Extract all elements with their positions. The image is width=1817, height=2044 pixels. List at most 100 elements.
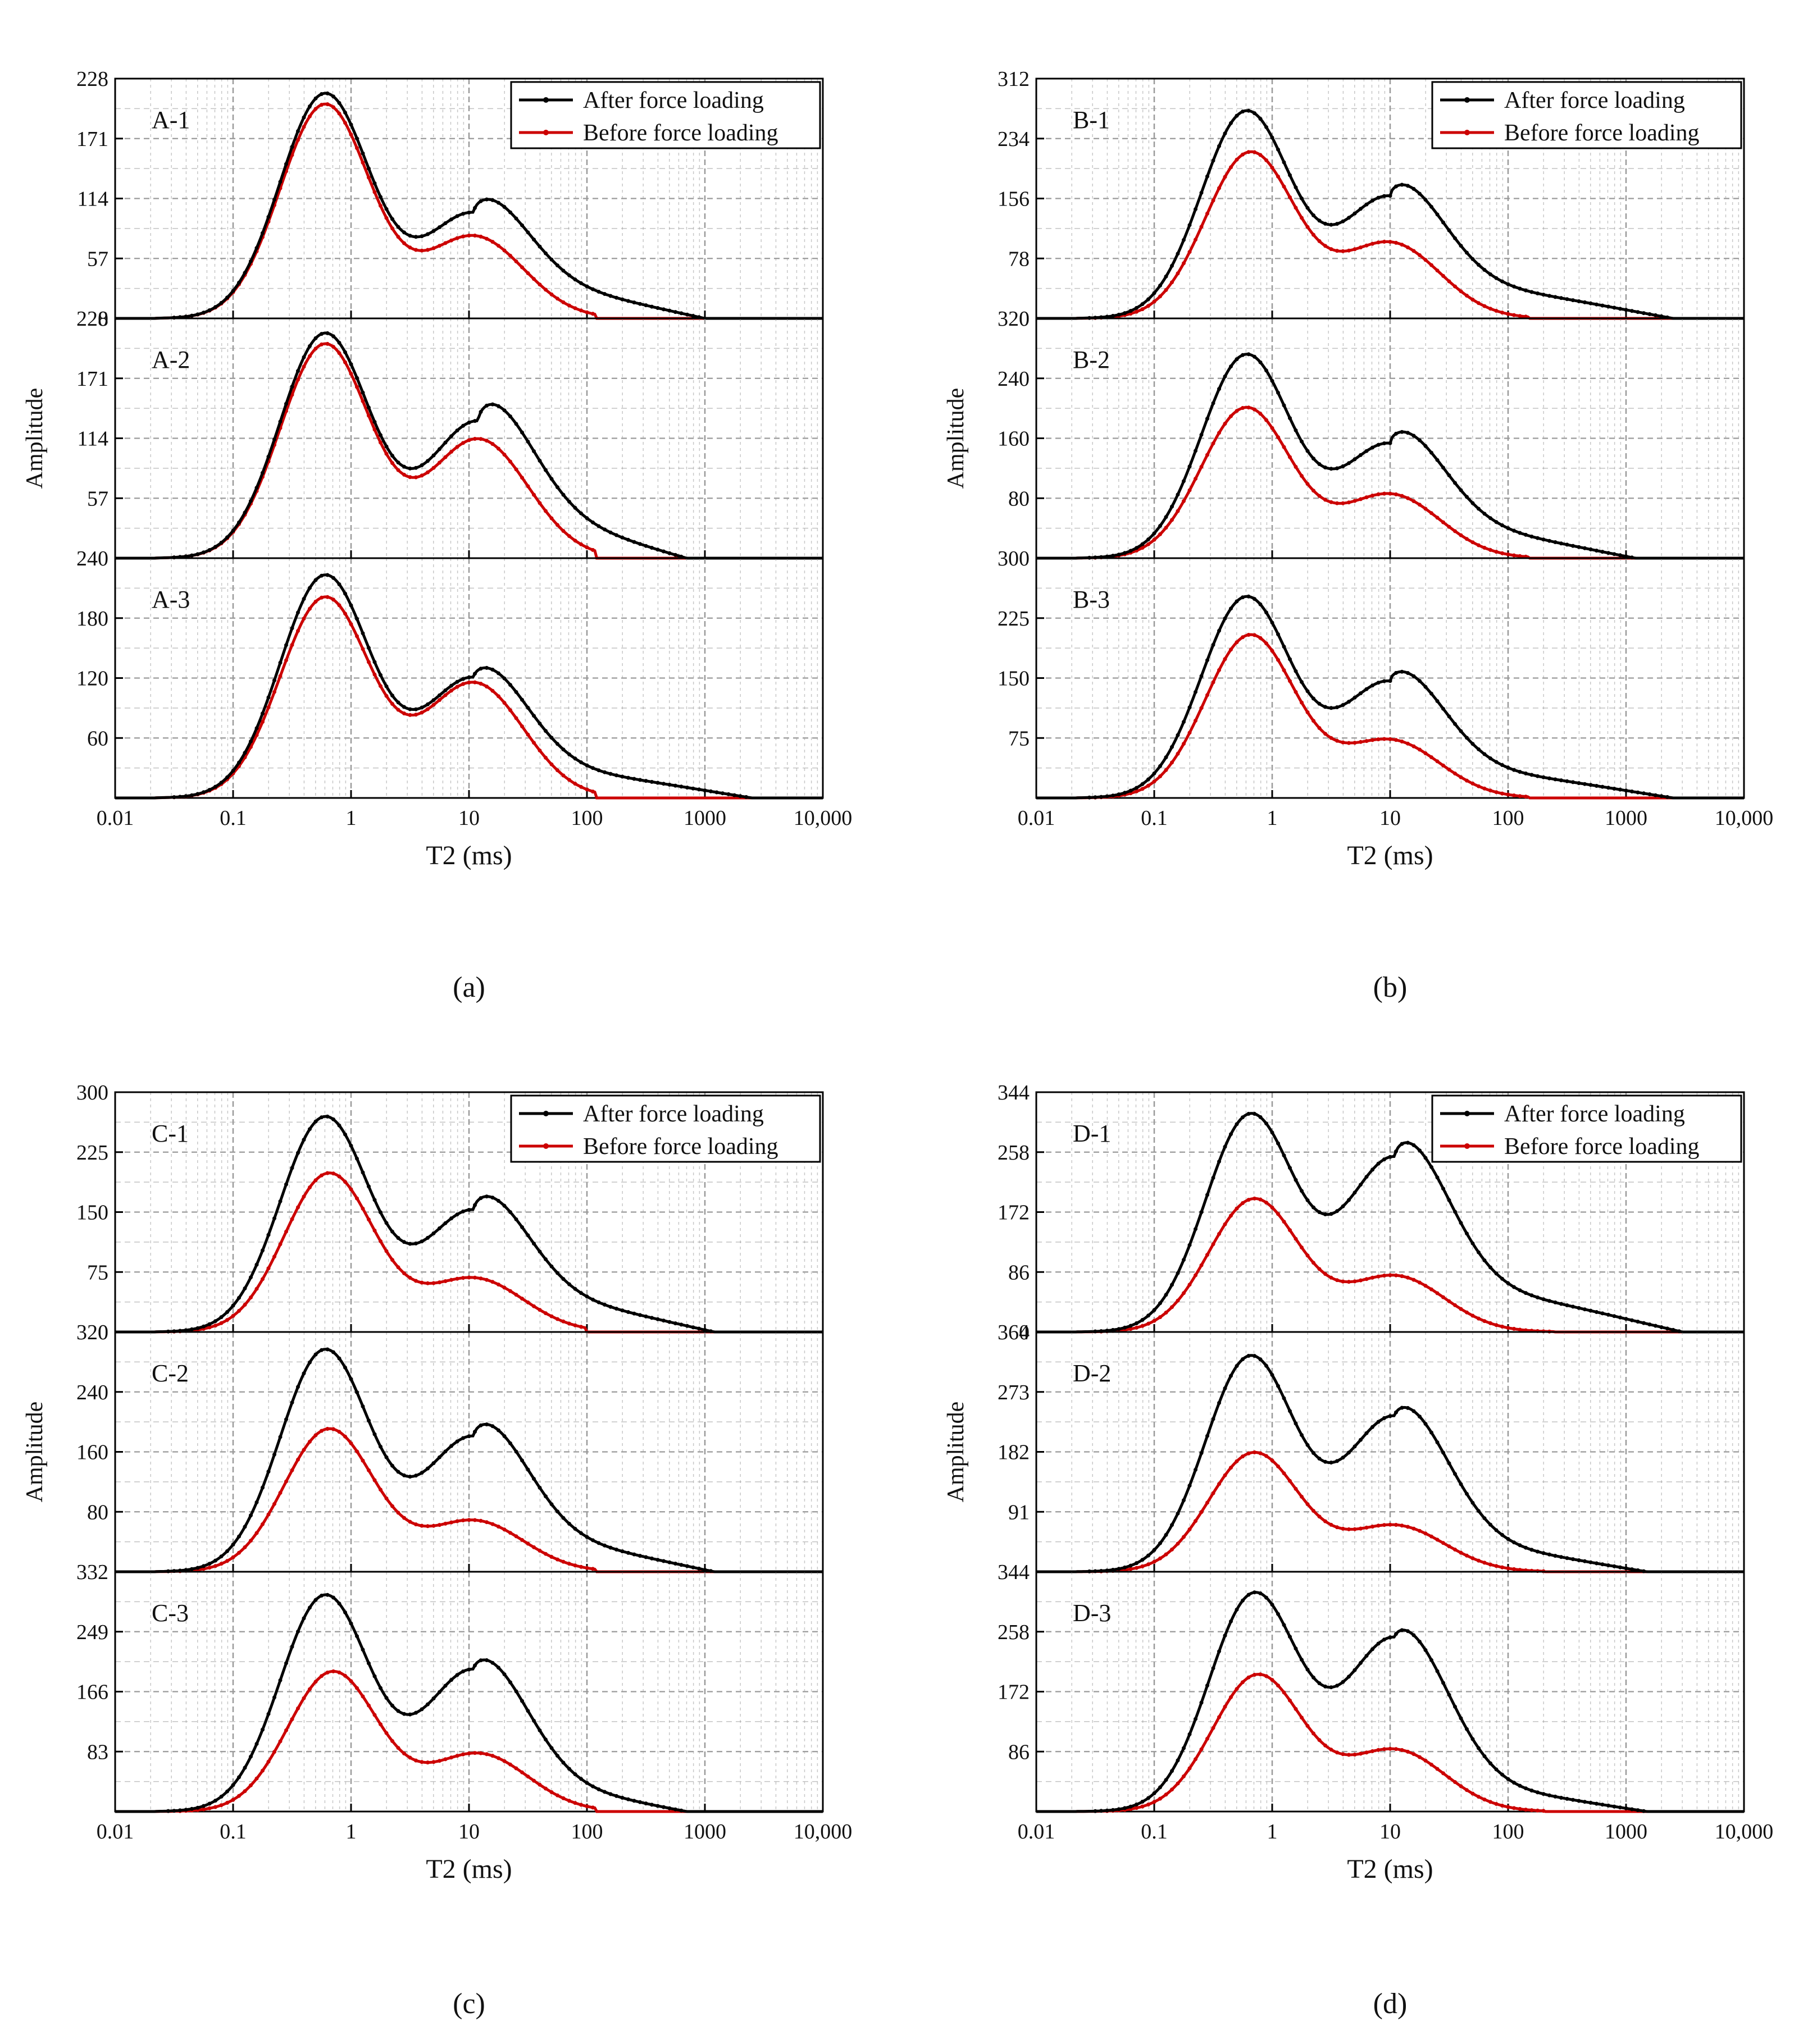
series-after-point (1624, 1566, 1628, 1571)
series-before-point (337, 1670, 341, 1675)
series-after-point (1388, 194, 1392, 198)
series-before-point (1158, 774, 1162, 778)
series-after-point (485, 197, 489, 202)
series-before-point (1229, 647, 1233, 652)
series-after-point (549, 257, 554, 262)
series-before-point (1270, 1458, 1274, 1463)
y-tick-label: 80 (1008, 487, 1030, 510)
series-before-point (207, 1325, 212, 1330)
series-after-point (325, 1347, 330, 1352)
series-after-point (1305, 1667, 1310, 1672)
series-after-point (1300, 439, 1304, 444)
series-after-point (1270, 135, 1274, 140)
series-after-point (679, 1563, 684, 1567)
y-tick-label: 225 (998, 607, 1030, 631)
series-before-point (461, 1752, 465, 1756)
series-before-point (508, 1531, 512, 1535)
series-after-point (1606, 1563, 1610, 1568)
series-before-point (1246, 1675, 1251, 1680)
series-before-point (1364, 1750, 1369, 1755)
subplot-label: D-2 (1073, 1359, 1111, 1387)
series-before-point (1311, 232, 1315, 237)
series-after-point (603, 1543, 607, 1548)
series-after-point (567, 1767, 571, 1771)
series-after-point (1435, 212, 1440, 217)
series-before-point (372, 672, 377, 677)
series-after-point (1577, 1558, 1581, 1562)
series-before-point (1270, 426, 1274, 430)
series-after-point (1229, 1374, 1233, 1378)
subplot-label: A-3 (152, 586, 190, 613)
series-after-point (290, 145, 294, 149)
series-before-point (219, 1562, 224, 1566)
series-after-point (1630, 790, 1634, 793)
series-after-point (1488, 516, 1492, 521)
series-after-point (372, 660, 377, 664)
series-after-point (591, 287, 595, 291)
series-after-point (1158, 764, 1162, 768)
series-after-point (207, 1801, 212, 1806)
series-after-point (1512, 528, 1516, 533)
series-before-point (384, 1496, 389, 1500)
series-before-point (1453, 1303, 1457, 1307)
series-after-point (249, 1275, 253, 1280)
series-before-point (1211, 198, 1215, 203)
series-before-point (1352, 741, 1357, 745)
series-after-point (278, 180, 283, 184)
series-after-point (1600, 1562, 1605, 1567)
series-after-point (195, 792, 200, 796)
series-after-point (1588, 783, 1593, 787)
series-after-point (1294, 1421, 1298, 1426)
series-after-point (438, 225, 441, 230)
series-before-point (502, 1527, 507, 1532)
series-after-point (1194, 1227, 1197, 1231)
series-before-point (443, 1279, 448, 1283)
series-after-point (567, 1522, 571, 1526)
series-after-point (1111, 793, 1115, 798)
series-before-point (1135, 1566, 1139, 1570)
series-before-point (1470, 298, 1475, 302)
series-before-point (549, 516, 554, 521)
series-before-point (438, 460, 441, 465)
series-before-point (1217, 1231, 1221, 1236)
series-after-point (420, 1471, 424, 1475)
series-after-point (1642, 1809, 1646, 1813)
series-before-point (1518, 1327, 1522, 1332)
series-before-point (1465, 294, 1469, 298)
y-tick-label: 91 (1008, 1500, 1030, 1524)
series-before-point (1465, 537, 1469, 541)
series-after-point (1588, 301, 1593, 305)
series-after-point (1654, 1324, 1657, 1328)
series-after-point (655, 1317, 660, 1321)
series-after-point (1541, 1792, 1546, 1796)
y-tick-label: 332 (76, 1561, 108, 1584)
series-after-point (178, 795, 182, 799)
series-before-point (1288, 1698, 1292, 1703)
series-after-point (1477, 1509, 1481, 1513)
series-before-point (544, 1311, 548, 1316)
series-before-point (1423, 1284, 1428, 1288)
series-after-point (1429, 1658, 1433, 1662)
series-before-point (1223, 657, 1227, 661)
series-after-point (1612, 787, 1616, 791)
series-before-point (1135, 1325, 1139, 1330)
series-after-point (443, 1683, 448, 1688)
series-after-point (1135, 1321, 1139, 1325)
series-after-point (1241, 110, 1245, 114)
series-after-point (508, 210, 512, 215)
series-before-point (1335, 1525, 1339, 1530)
series-after-point (325, 573, 330, 577)
series-after-point (1276, 1384, 1280, 1388)
series-after-point (1170, 1523, 1174, 1527)
series-after-point (1258, 602, 1263, 606)
series-after-point (379, 1444, 382, 1449)
series-after-point (1606, 1312, 1610, 1317)
series-after-point (1235, 113, 1239, 118)
series-before-point (567, 534, 571, 539)
series-after-point (343, 111, 347, 115)
series-before-point (249, 1783, 253, 1787)
series-after-point (1400, 669, 1404, 674)
series-before-point (1194, 477, 1197, 481)
series-before-point (1465, 1553, 1469, 1558)
series-after-point (502, 205, 507, 209)
